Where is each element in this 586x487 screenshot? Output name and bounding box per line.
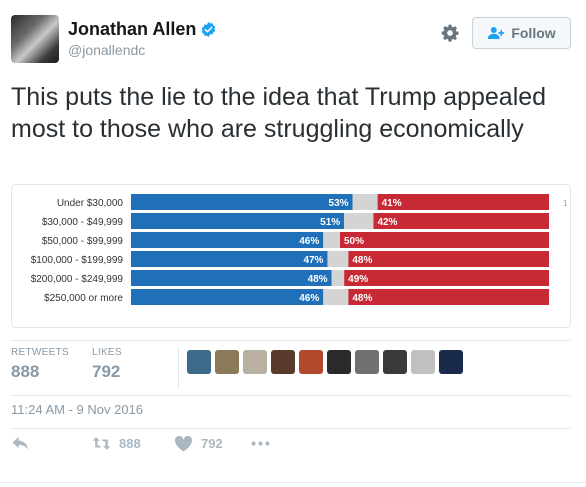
heart-icon [174, 435, 193, 452]
liker-avatar-3[interactable] [243, 350, 267, 374]
category-label: $30,000 - $49,999 [42, 217, 124, 228]
bar-segment [331, 270, 345, 286]
likes-label: LIKES [92, 347, 122, 358]
bar-segment [131, 213, 345, 229]
category-label: $50,000 - $99,999 [42, 236, 124, 247]
tweet-timestamp[interactable]: 11:24 AM - 9 Nov 2016 [11, 402, 144, 417]
tweet-text: This puts the lie to the idea that Trump… [11, 83, 547, 143]
retweets-stat[interactable]: RETWEETS 888 [11, 347, 69, 382]
value-label: 49% [348, 274, 368, 285]
value-label: 50% [344, 236, 364, 247]
bar-segment [131, 232, 324, 248]
retweets-label: RETWEETS [11, 347, 69, 358]
bar-segment [131, 251, 328, 267]
add-user-icon [488, 27, 505, 39]
bar-segment [131, 270, 332, 286]
verified-badge-icon [201, 22, 216, 37]
display-name[interactable]: Jonathan Allen [68, 19, 197, 39]
avatar[interactable] [11, 15, 59, 63]
retweet-icon [92, 437, 111, 450]
bar-segment [344, 213, 374, 229]
bar-segment [323, 289, 349, 305]
reply-icon [12, 436, 29, 450]
category-label: $100,000 - $199,999 [31, 255, 124, 266]
tweet-actions: 888 792 [11, 428, 571, 478]
liker-avatar-4[interactable] [271, 350, 295, 374]
retweet-count: 888 [119, 436, 141, 451]
liker-avatars [187, 350, 463, 374]
liker-avatar-5[interactable] [299, 350, 323, 374]
category-label: $200,000 - $249,999 [31, 274, 124, 285]
bar-segment [131, 194, 353, 210]
likes-stat[interactable]: LIKES 792 [92, 347, 122, 382]
like-count: 792 [201, 436, 223, 451]
liker-avatar-1[interactable] [187, 350, 211, 374]
liker-avatar-6[interactable] [327, 350, 351, 374]
category-label: Under $30,000 [57, 198, 124, 209]
value-label: 48% [352, 293, 372, 304]
stats-divider [178, 347, 179, 389]
value-label: 53% [329, 198, 349, 209]
more-icon [251, 441, 270, 446]
gear-icon[interactable] [440, 23, 460, 43]
category-label: $250,000 or more [44, 293, 123, 304]
income-vote-chart: Under $30,000 53% 41%$30,000 - $49,999 51% 4… [31, 194, 568, 305]
reply-button[interactable] [11, 435, 30, 452]
user-handle[interactable]: @jonallendc [68, 42, 146, 58]
like-button[interactable]: 792 [174, 435, 223, 452]
bar-segment [348, 289, 549, 305]
bar-segment [327, 251, 349, 267]
bar-segment [323, 232, 340, 248]
value-label: 41% [382, 198, 402, 209]
bar-segment [377, 194, 549, 210]
bar-segment [352, 194, 378, 210]
liker-avatar-2[interactable] [215, 350, 239, 374]
liker-avatar-8[interactable] [383, 350, 407, 374]
bar-segment [348, 251, 549, 267]
tweet-stats: RETWEETS 888 LIKES 792 [11, 340, 571, 396]
follow-button[interactable]: Follow [472, 17, 571, 49]
value-label: 42% [377, 217, 397, 228]
follow-label: Follow [511, 25, 556, 41]
liker-avatar-10[interactable] [439, 350, 463, 374]
liker-avatar-7[interactable] [355, 350, 379, 374]
value-label: 51% [320, 217, 340, 228]
bar-segment [131, 289, 324, 305]
value-label: 46% [299, 293, 319, 304]
likes-count: 792 [92, 362, 121, 381]
value-label: 48% [308, 274, 328, 285]
value-label: 47% [303, 255, 323, 266]
liker-avatar-9[interactable] [411, 350, 435, 374]
bar-segment [344, 270, 549, 286]
bar-segment [373, 213, 549, 229]
value-label: 46% [299, 236, 319, 247]
chart-image[interactable]: Under $30,000 53% 41% $30,000 - $49,999 51% 4… [11, 184, 571, 328]
retweets-count: 888 [11, 362, 40, 381]
more-button[interactable] [251, 435, 270, 452]
retweet-button[interactable]: 888 [92, 435, 141, 452]
bar-segment [340, 232, 549, 248]
bottom-divider [0, 482, 586, 483]
edge-mark: 1 [563, 199, 568, 208]
value-label: 48% [352, 255, 372, 266]
